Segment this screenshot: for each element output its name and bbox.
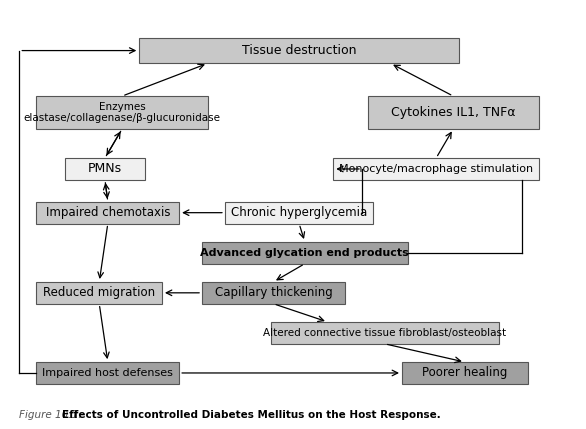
Text: Advanced glycation end products: Advanced glycation end products (200, 248, 409, 258)
Text: Altered connective tissue fibroblast/osteoblast: Altered connective tissue fibroblast/ost… (263, 328, 506, 338)
FancyBboxPatch shape (367, 96, 539, 129)
Text: Figure 10.1.: Figure 10.1. (19, 410, 85, 420)
Text: Capillary thickening: Capillary thickening (214, 286, 332, 299)
Text: Reduced migration: Reduced migration (43, 286, 155, 299)
Text: Chronic hyperglycemia: Chronic hyperglycemia (231, 206, 367, 219)
FancyBboxPatch shape (202, 242, 408, 264)
FancyBboxPatch shape (402, 362, 527, 384)
Text: Cytokines IL1, TNFα: Cytokines IL1, TNFα (391, 106, 516, 119)
Text: Poorer healing: Poorer healing (422, 366, 507, 380)
FancyBboxPatch shape (271, 322, 499, 344)
Text: Impaired chemotaxis: Impaired chemotaxis (46, 206, 170, 219)
FancyBboxPatch shape (36, 96, 208, 129)
Text: Monocyte/macrophage stimulation: Monocyte/macrophage stimulation (339, 164, 533, 174)
FancyBboxPatch shape (36, 202, 179, 224)
FancyBboxPatch shape (36, 282, 162, 304)
FancyBboxPatch shape (36, 362, 179, 384)
FancyBboxPatch shape (333, 158, 539, 180)
FancyBboxPatch shape (65, 158, 145, 180)
FancyBboxPatch shape (225, 202, 373, 224)
Text: Tissue destruction: Tissue destruction (242, 44, 356, 57)
Text: Enzymes
elastase/collagenase/β-glucuronidase: Enzymes elastase/collagenase/β-glucuroni… (23, 102, 220, 123)
FancyBboxPatch shape (139, 38, 459, 63)
Text: Impaired host defenses: Impaired host defenses (42, 368, 173, 378)
Text: Effects of Uncontrolled Diabetes Mellitus on the Host Response.: Effects of Uncontrolled Diabetes Mellitu… (62, 410, 441, 420)
Text: PMNs: PMNs (88, 163, 122, 175)
FancyBboxPatch shape (202, 282, 345, 304)
